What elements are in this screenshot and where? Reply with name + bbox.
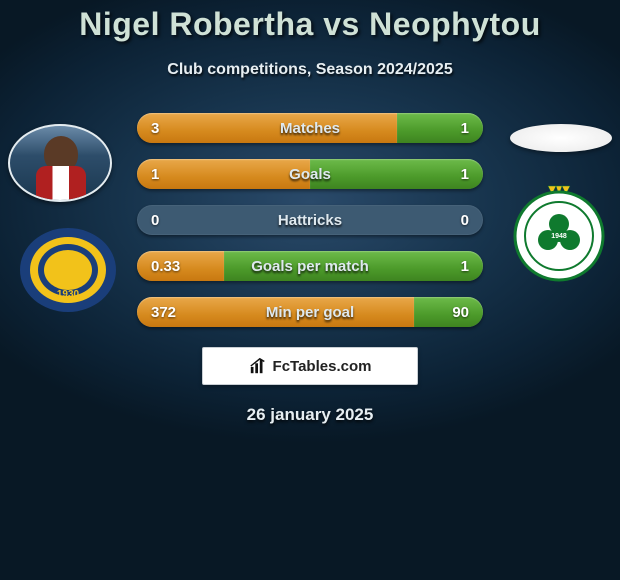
date-text: 26 january 2025 xyxy=(0,405,620,425)
stat-value-right: 0 xyxy=(461,205,469,235)
stat-row: 11Goals xyxy=(137,159,483,189)
player-left-avatar xyxy=(8,124,112,202)
stat-value-left: 3 xyxy=(151,113,159,143)
stat-label: Hattricks xyxy=(137,212,483,229)
stat-fill-left xyxy=(137,159,310,189)
stat-fill-left xyxy=(137,251,224,281)
stat-value-left: 1 xyxy=(151,159,159,189)
player-right-avatar xyxy=(510,124,612,152)
club-crest-right: 1948 xyxy=(508,182,610,282)
comparison-card: Nigel Robertha vs Neophytou Club competi… xyxy=(0,0,620,425)
page-title: Nigel Robertha vs Neophytou xyxy=(0,6,620,43)
crest-left-year: 1930 xyxy=(57,289,80,300)
stat-fill-right xyxy=(414,297,483,327)
stat-value-right: 90 xyxy=(452,297,469,327)
stat-value-right: 1 xyxy=(461,113,469,143)
stat-fill-right xyxy=(310,159,483,189)
stat-fill-left xyxy=(137,113,397,143)
stat-value-right: 1 xyxy=(461,251,469,281)
stat-value-left: 372 xyxy=(151,297,176,327)
stat-fill-left xyxy=(137,297,414,327)
stat-fill-right xyxy=(224,251,484,281)
crest-right-year: 1948 xyxy=(551,233,567,240)
subtitle: Club competitions, Season 2024/2025 xyxy=(0,61,620,79)
brand-badge[interactable]: FcTables.com xyxy=(202,347,418,385)
stat-fill-right xyxy=(397,113,484,143)
stat-value-left: 0.33 xyxy=(151,251,180,281)
stat-value-left: 0 xyxy=(151,205,159,235)
club-crest-left: 1930 xyxy=(18,226,118,314)
stat-row: 0.331Goals per match xyxy=(137,251,483,281)
stat-row: 0 0Hattricks xyxy=(137,205,483,235)
chart-icon xyxy=(249,357,267,375)
brand-text: FcTables.com xyxy=(273,358,372,375)
stat-value-right: 1 xyxy=(461,159,469,189)
stat-row: 37290Min per goal xyxy=(137,297,483,327)
stat-row: 31Matches xyxy=(137,113,483,143)
